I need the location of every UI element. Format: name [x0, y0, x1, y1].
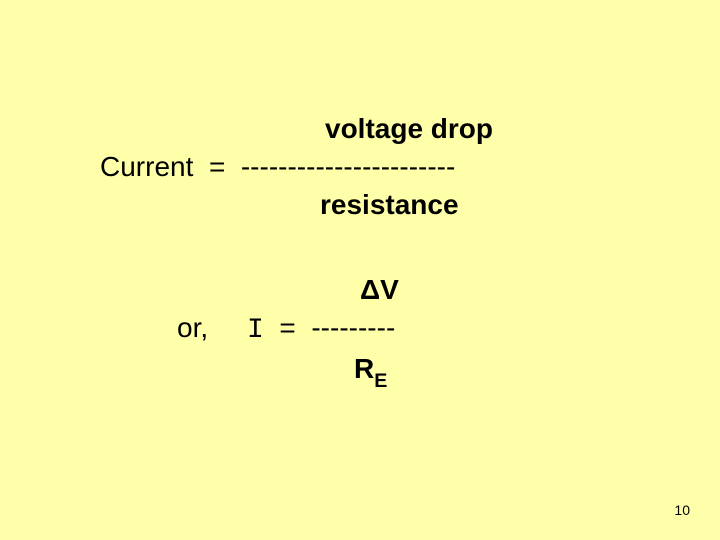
eq2-var: I: [247, 315, 264, 346]
eq1-dashes: -----------------------: [241, 151, 455, 182]
eq1-op: =: [209, 151, 225, 182]
eq2-denominator: RE: [0, 350, 720, 392]
eq1-lhs: Current: [100, 151, 193, 182]
page-number: 10: [674, 502, 690, 518]
eq2-op: =: [279, 312, 295, 343]
eq2-dashes: ---------: [311, 312, 395, 343]
eq2-numerator: ΔV: [0, 271, 720, 309]
eq1-denominator: resistance: [0, 186, 720, 224]
slide-body: voltage drop Current = -----------------…: [0, 0, 720, 540]
eq2-middle: or, I = ---------: [0, 309, 720, 350]
eq1-middle: Current = -----------------------: [0, 148, 720, 186]
eq1-numerator: voltage drop: [0, 110, 720, 148]
eq2-den-sub: E: [374, 370, 387, 392]
eq2-prefix: or,: [177, 312, 208, 343]
equation-2: ΔV or, I = --------- RE: [0, 271, 720, 392]
eq2-den-main: R: [354, 353, 374, 384]
equation-1: voltage drop Current = -----------------…: [0, 110, 720, 223]
